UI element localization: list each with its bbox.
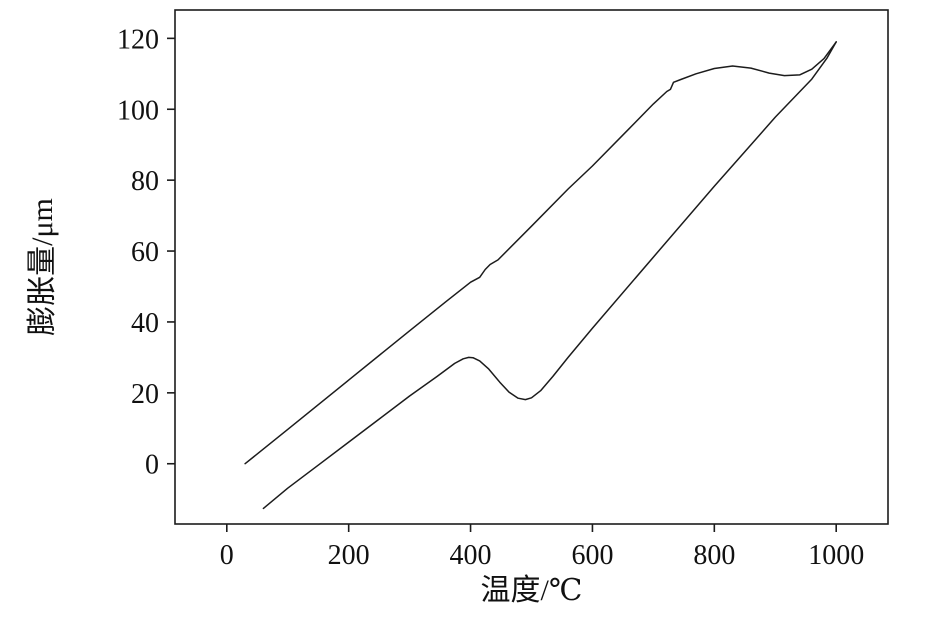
y-axis-label: 膨胀量/μm — [26, 198, 59, 336]
x-tick-label: 1000 — [808, 540, 864, 571]
x-axis-label: 温度/℃ — [481, 574, 583, 607]
x-tick-label: 600 — [571, 540, 613, 571]
x-tick-label: 200 — [328, 540, 370, 571]
cooling-curve — [262, 41, 837, 510]
heating-curve — [244, 41, 837, 465]
y-tick-label: 80 — [131, 166, 159, 197]
x-tick-label: 0 — [220, 540, 234, 571]
y-tick-label: 40 — [131, 308, 159, 339]
y-tick-label: 120 — [117, 24, 159, 55]
x-tick-label: 800 — [693, 540, 735, 571]
y-tick-label: 60 — [131, 237, 159, 268]
y-tick-label: 20 — [131, 379, 159, 410]
x-tick-label: 400 — [450, 540, 492, 571]
plot-frame — [174, 9, 889, 525]
y-tick-label: 100 — [117, 95, 159, 126]
y-tick-label: 0 — [145, 450, 159, 481]
